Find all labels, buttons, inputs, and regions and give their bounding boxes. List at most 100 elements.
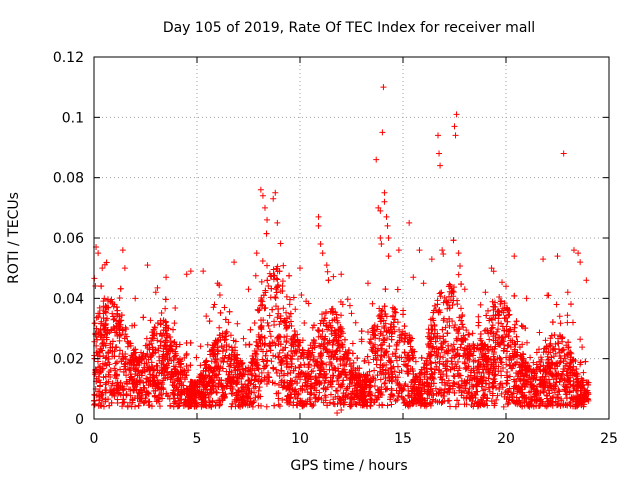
data-point: [451, 365, 458, 372]
data-point: [454, 397, 461, 404]
data-point: [431, 366, 438, 373]
data-point: [518, 322, 525, 329]
data-point: [409, 366, 416, 373]
data-point: [329, 377, 336, 384]
data-point: [546, 380, 553, 387]
data-point: [343, 372, 350, 379]
data-point: [119, 403, 126, 410]
data-point: [329, 341, 336, 348]
data-point: [199, 374, 206, 381]
data-point: [527, 378, 534, 385]
data-point: [493, 396, 500, 403]
data-point: [371, 322, 378, 329]
data-point: [148, 403, 155, 410]
data-point: [124, 380, 131, 387]
data-point: [129, 322, 136, 329]
data-point: [269, 306, 276, 313]
data-point: [504, 401, 511, 408]
data-point: [186, 402, 193, 409]
data-point: [288, 322, 295, 329]
data-point: [222, 330, 229, 337]
data-point: [294, 343, 301, 350]
data-point: [447, 403, 454, 410]
data-point: [449, 346, 456, 353]
data-point: [169, 368, 176, 375]
data-point: [160, 351, 167, 358]
data-point: [451, 373, 458, 380]
data-point: [205, 372, 212, 379]
data-point: [547, 364, 554, 371]
data-point: [424, 355, 431, 362]
data-point: [334, 319, 341, 326]
data-point: [450, 237, 457, 244]
data-point: [100, 342, 107, 349]
data-point: [276, 403, 283, 410]
data-point: [483, 358, 490, 365]
data-point: [100, 352, 107, 359]
data-point: [290, 294, 297, 301]
data-point: [439, 398, 446, 405]
data-point: [270, 266, 277, 273]
data-point: [359, 390, 366, 397]
data-point: [511, 324, 518, 331]
data-point: [389, 304, 396, 311]
data-point: [144, 389, 151, 396]
data-point: [117, 391, 124, 398]
data-point: [513, 333, 520, 340]
data-point: [484, 343, 491, 350]
data-point: [185, 367, 192, 374]
data-point: [533, 402, 540, 409]
data-point: [504, 306, 511, 313]
data-point: [443, 372, 450, 379]
data-point: [333, 387, 340, 394]
data-point: [308, 368, 315, 375]
data-point: [499, 384, 506, 391]
data-point: [263, 380, 270, 387]
data-point: [97, 369, 104, 376]
data-point: [426, 335, 433, 342]
data-point: [347, 403, 354, 410]
data-point: [545, 376, 552, 383]
data-point: [330, 372, 337, 379]
data-point: [485, 347, 492, 354]
data-point: [183, 372, 190, 379]
data-point: [279, 278, 286, 285]
data-point: [557, 320, 564, 327]
data-point: [506, 356, 513, 363]
data-point: [365, 359, 372, 366]
data-point: [334, 400, 341, 407]
data-point: [449, 301, 456, 308]
data-point: [388, 401, 395, 408]
data-point: [317, 355, 324, 362]
data-point: [198, 401, 205, 408]
data-point: [529, 396, 536, 403]
data-point: [352, 374, 359, 381]
data-point: [561, 376, 568, 383]
data-point: [248, 370, 255, 377]
data-point: [343, 385, 350, 392]
data-point: [408, 347, 415, 354]
data-point: [268, 285, 275, 292]
data-point: [294, 331, 301, 338]
data-point: [251, 385, 258, 392]
data-point: [424, 376, 431, 383]
data-point: [418, 385, 425, 392]
data-point: [275, 381, 282, 388]
data-point: [136, 378, 143, 385]
data-point: [352, 367, 359, 374]
data-point: [551, 332, 558, 339]
data-point: [249, 363, 256, 370]
data-point: [228, 403, 235, 410]
data-point: [227, 332, 234, 339]
data-point: [476, 400, 483, 407]
data-point: [560, 346, 567, 353]
data-point: [149, 334, 156, 341]
data-point: [475, 358, 482, 365]
data-point: [333, 347, 340, 354]
data-point: [412, 373, 419, 380]
data-point: [122, 360, 129, 367]
data-point: [491, 345, 498, 352]
data-point: [291, 378, 298, 385]
data-point: [287, 310, 294, 317]
data-point: [459, 311, 466, 318]
